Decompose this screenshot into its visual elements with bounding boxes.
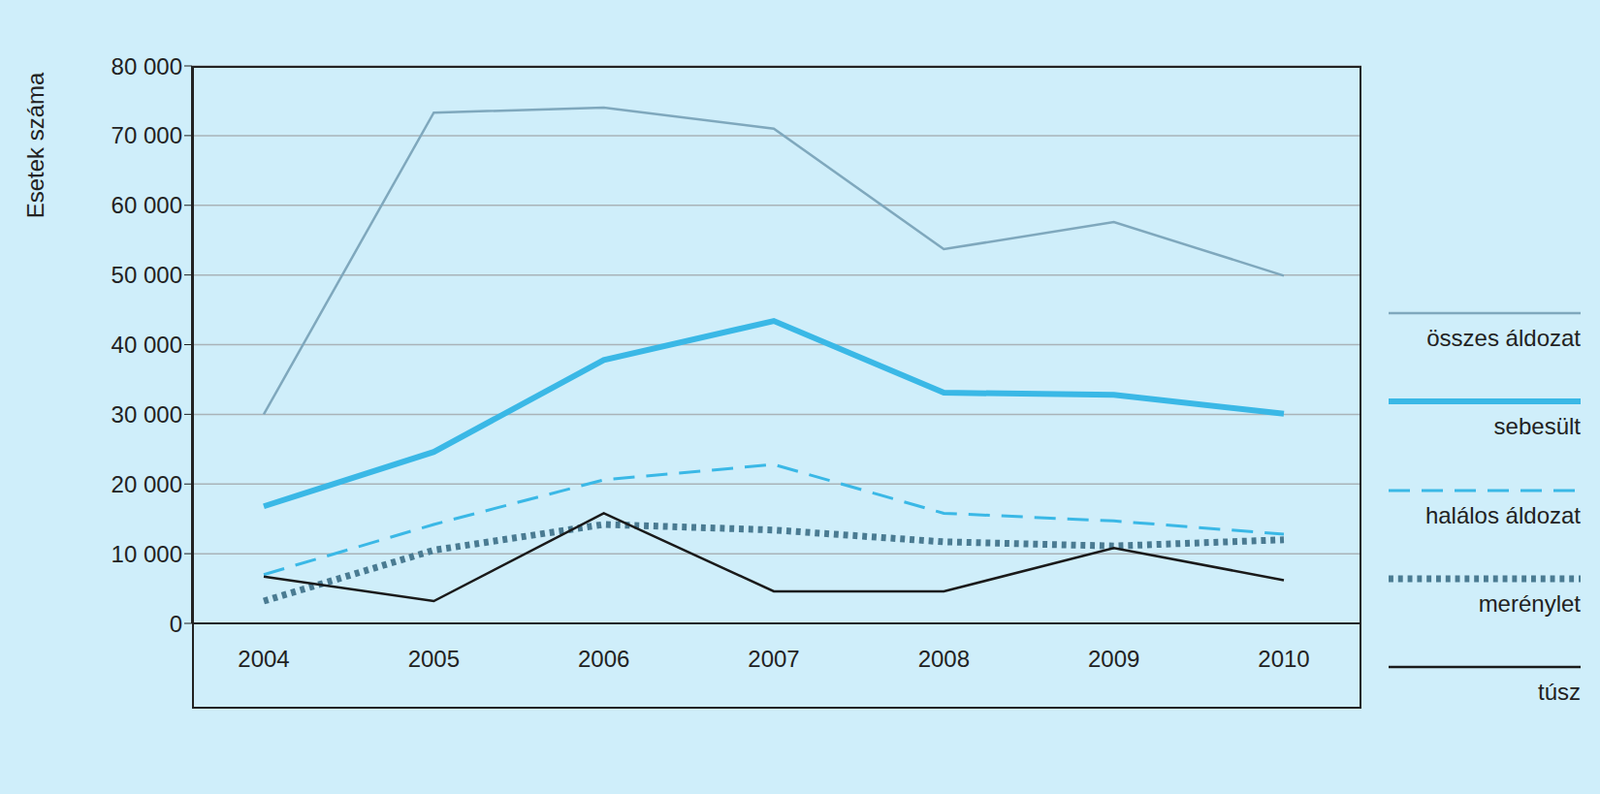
html-text:Esetek száma: Esetek száma — [22, 72, 49, 219]
html-text:túsz: túsz — [1537, 678, 1581, 705]
svg-text:2008: 2008 — [918, 645, 970, 672]
svg-text:60 000: 60 000 — [111, 192, 183, 219]
svg-text:30 000: 30 000 — [111, 401, 183, 428]
svg-text:50 000: 50 000 — [111, 261, 183, 288]
html-text:halálos áldozat: halálos áldozat — [1425, 502, 1581, 529]
svg-text:2005: 2005 — [408, 645, 460, 672]
svg-text:80 000: 80 000 — [111, 53, 183, 80]
svg-text:20 000: 20 000 — [111, 471, 183, 498]
svg-text:2010: 2010 — [1257, 645, 1310, 672]
svg-text:0: 0 — [169, 610, 183, 638]
html-text:összes áldozat: összes áldozat — [1426, 324, 1581, 352]
html-text:sebesült: sebesült — [1493, 413, 1581, 440]
svg-text:2007: 2007 — [747, 645, 800, 672]
html-text:merénylet: merénylet — [1478, 590, 1581, 617]
svg-text:2009: 2009 — [1088, 645, 1140, 672]
svg-text:2006: 2006 — [577, 645, 630, 672]
svg-text:40 000: 40 000 — [111, 331, 183, 358]
svg-text:10 000: 10 000 — [111, 541, 183, 568]
svg-text:2004: 2004 — [237, 645, 289, 672]
svg-text:70 000: 70 000 — [111, 122, 183, 149]
